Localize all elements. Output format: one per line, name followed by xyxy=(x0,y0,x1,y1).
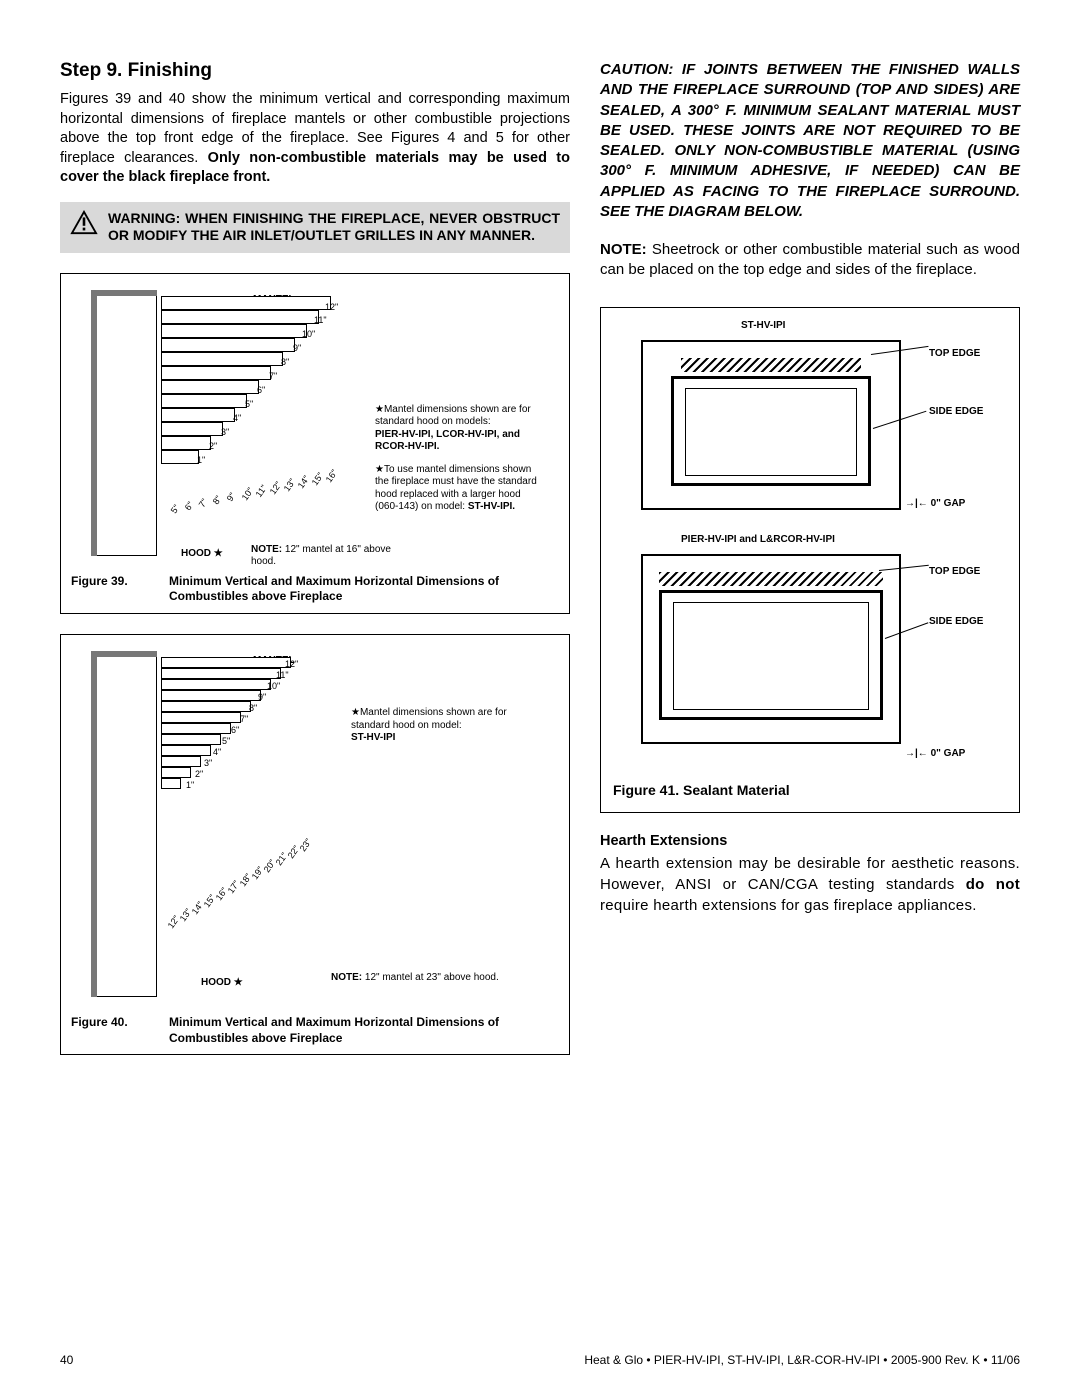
figure-40-diagram: MANTEL 12" 11" 10" xyxy=(71,647,559,1007)
note-c-bold: NOTE: xyxy=(251,544,282,555)
figure-41: ST-HV-IPI TOP EDGE SIDE EDGE →|← 0" GAP … xyxy=(600,307,1020,813)
dim40-11: 11" xyxy=(276,670,289,680)
figure-41-caption: Figure 41. Sealant Material xyxy=(611,778,1009,802)
hearth-p1: A hearth extension may be desirable for … xyxy=(600,855,1020,893)
dim-6: 6" xyxy=(257,385,265,395)
dim-9: 9" xyxy=(293,343,301,353)
unit1-side-edge: SIDE EDGE xyxy=(929,406,983,417)
dim-3: 3" xyxy=(221,427,229,437)
figure-40-caption: Minimum Vertical and Maximum Horizontal … xyxy=(169,1015,559,1046)
unit2-title: PIER-HV-IPI and L&RCOR-HV-IPI xyxy=(681,534,835,545)
figure-39-caption: Minimum Vertical and Maximum Horizontal … xyxy=(169,574,559,605)
warning-icon xyxy=(70,210,98,236)
unit2-top-edge: TOP EDGE xyxy=(929,566,980,577)
dim-7: 7" xyxy=(269,371,277,381)
sdim-7: 7" xyxy=(197,497,210,509)
dim-11: 11" xyxy=(314,315,327,325)
fig40-note-c: NOTE: 12" mantel at 23" above hood. xyxy=(331,972,511,985)
dim40-2: 2" xyxy=(195,769,203,779)
note-40c-bold: NOTE: xyxy=(331,972,362,983)
fig39-note-b: ★To use mantel dimensions shown the fire… xyxy=(375,464,545,514)
fig40-note-a: ★Mantel dimensions shown are for standar… xyxy=(351,707,531,745)
wall-40 xyxy=(97,657,157,997)
star-a: ★ xyxy=(375,404,384,415)
wall xyxy=(97,296,157,556)
unit1-inner xyxy=(685,388,857,476)
hearth-heading: Hearth Extensions xyxy=(600,833,1020,849)
intro-paragraph: Figures 39 and 40 show the minimum verti… xyxy=(60,90,570,188)
figure-41-diagram: ST-HV-IPI TOP EDGE SIDE EDGE →|← 0" GAP … xyxy=(611,318,1009,778)
dim40-8: 8" xyxy=(249,703,257,713)
page-number: 40 xyxy=(60,1353,73,1367)
dim40-7: 7" xyxy=(240,714,248,724)
dim40-5: 5" xyxy=(222,736,230,746)
hearth-bold: do not xyxy=(966,876,1020,893)
note-right: NOTE: Sheetrock or other combustible mat… xyxy=(600,240,1020,281)
unit2-inner xyxy=(673,602,869,710)
dim40-9: 9" xyxy=(258,692,266,702)
dim40-1: 1" xyxy=(186,780,194,790)
hearth-paragraph: A hearth extension may be desirable for … xyxy=(600,853,1020,916)
sdim-6: 6" xyxy=(183,500,196,512)
unit2-hatch xyxy=(659,572,883,586)
dim40-4: 4" xyxy=(213,747,221,757)
hearth-p2: require hearth extensions for gas firepl… xyxy=(600,897,977,914)
dim40-12: 12" xyxy=(285,659,298,669)
dim-5: 5" xyxy=(245,399,253,409)
note-a-bold: PIER-HV-IPI, LCOR-HV-IPI, and RCOR-HV-IP… xyxy=(375,429,520,453)
dim-12: 12" xyxy=(325,302,338,312)
note-40a-text: Mantel dimensions shown are for standard… xyxy=(351,707,507,731)
dim-4: 4" xyxy=(233,413,241,423)
figure-39-diagram: MANTEL 12" 11" xyxy=(71,286,559,566)
dim40-3: 3" xyxy=(204,758,212,768)
mantel-steps xyxy=(161,296,331,496)
dim-10: 10" xyxy=(302,329,315,339)
fig39-note-a: ★Mantel dimensions shown are for standar… xyxy=(375,404,545,454)
unit2-gap: →|← 0" GAP xyxy=(905,748,965,759)
note-a-text: Mantel dimensions shown are for standard… xyxy=(375,404,531,428)
note-b-bold: ST-HV-IPI. xyxy=(468,501,515,512)
note-40a-bold: ST-HV-IPI xyxy=(351,732,395,743)
hood-label: HOOD ★ xyxy=(181,548,223,559)
fig39-note-c: NOTE: 12" mantel at 16" above hood. xyxy=(251,544,411,566)
figure-39: MANTEL 12" 11" xyxy=(60,273,570,614)
star-b: ★ xyxy=(375,464,384,475)
unit2-side-edge: SIDE EDGE xyxy=(929,616,983,627)
dim40-10: 10" xyxy=(267,681,280,691)
unit1-gap: →|← 0" GAP xyxy=(905,498,965,509)
unit1-title: ST-HV-IPI xyxy=(741,320,785,331)
figure-40-num: Figure 40. xyxy=(71,1015,151,1029)
step-title: Step 9. Finishing xyxy=(60,60,570,82)
footer: 40 Heat & Glo • PIER-HV-IPI, ST-HV-IPI, … xyxy=(60,1353,1020,1367)
note-40c-text: 12" mantel at 23" above hood. xyxy=(362,972,499,983)
dim40-6: 6" xyxy=(231,725,239,735)
doc-id: Heat & Glo • PIER-HV-IPI, ST-HV-IPI, L&R… xyxy=(584,1353,1020,1367)
figure-39-num: Figure 39. xyxy=(71,574,151,588)
dim-8: 8" xyxy=(281,357,289,367)
warning-text: WARNING: WHEN FINISHING THE FIREPLACE, N… xyxy=(108,210,560,245)
dim-2: 2" xyxy=(209,441,217,451)
mantel-steps-40 xyxy=(161,657,331,857)
hood-label-40: HOOD ★ xyxy=(201,977,243,988)
warning-box: WARNING: WHEN FINISHING THE FIREPLACE, N… xyxy=(60,202,570,253)
unit1-top-edge: TOP EDGE xyxy=(929,348,980,359)
note-right-bold: NOTE: xyxy=(600,241,647,258)
caution-text: CAUTION: IF JOINTS BETWEEN THE FINISHED … xyxy=(600,60,1020,222)
star-40a: ★ xyxy=(351,707,360,718)
figure-40: MANTEL 12" 11" 10" xyxy=(60,634,570,1055)
dim-1: 1" xyxy=(197,455,205,465)
note-right-text: Sheetrock or other combustible material … xyxy=(600,241,1020,278)
unit1-hatch xyxy=(681,358,861,372)
sdim-5: 5" xyxy=(169,503,182,515)
